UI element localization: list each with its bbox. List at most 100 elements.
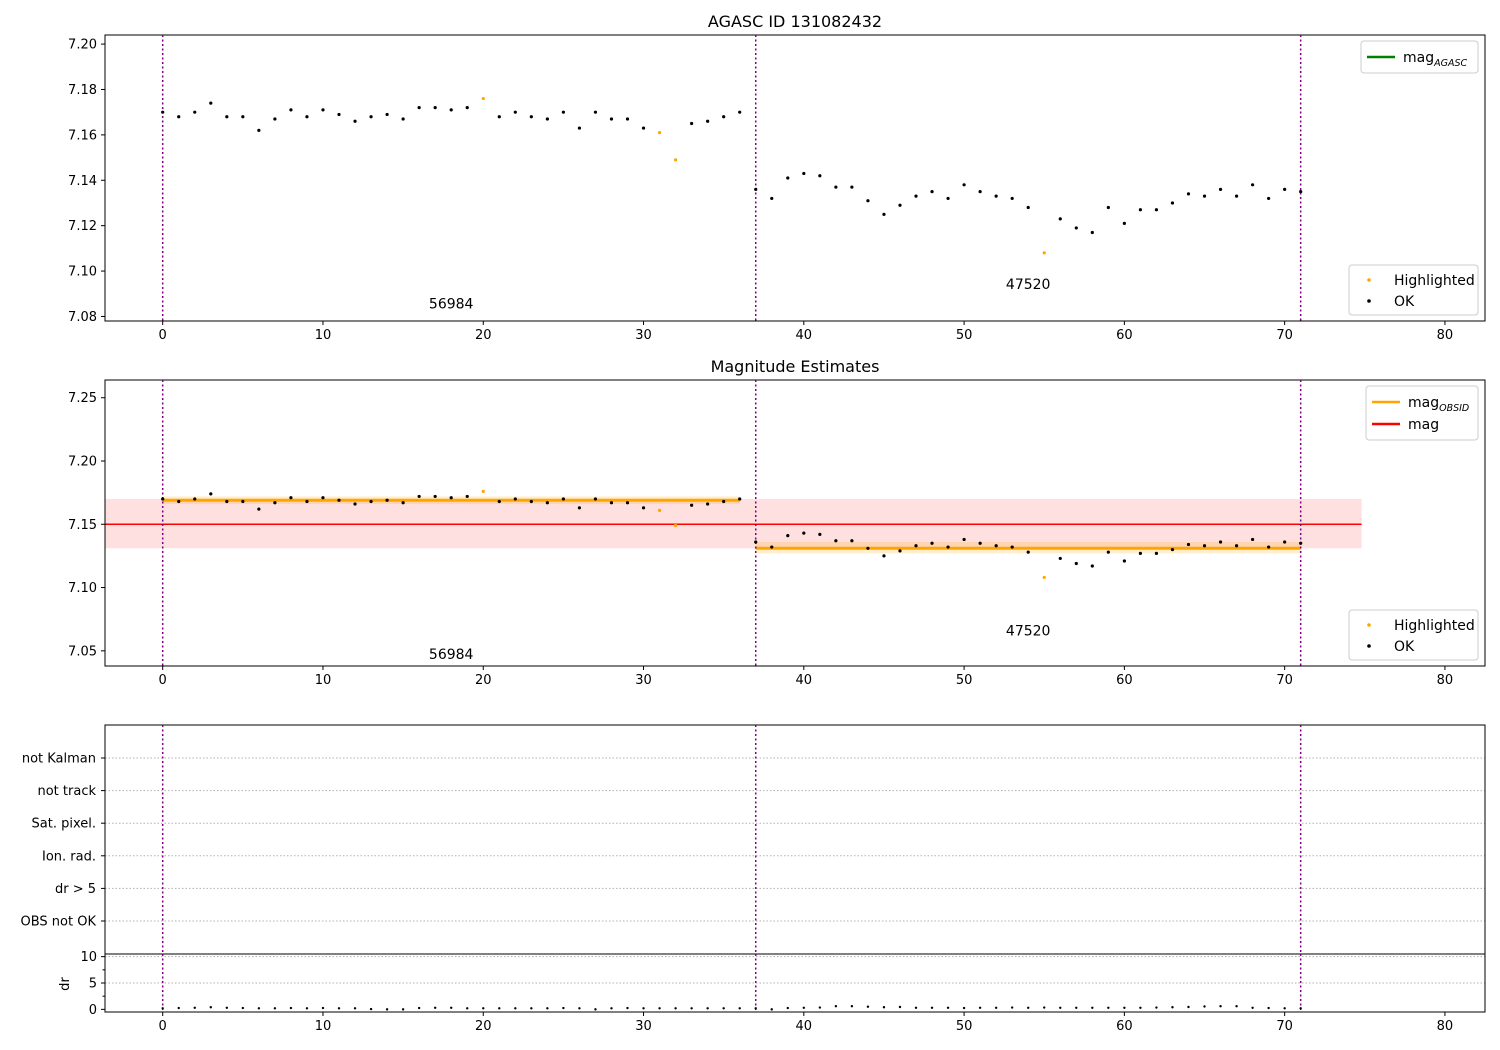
ok-point: [1058, 556, 1062, 561]
ok-point: [545, 117, 549, 121]
dr-point: [610, 1007, 613, 1010]
ok-point: [305, 115, 309, 119]
ok-point: [577, 506, 582, 510]
panel-dr: 0 10 20 30 40 50 60 70 80 0 5 10 dr: [58, 950, 1486, 1034]
y-tick-label: 0: [89, 1003, 97, 1018]
ok-point: [1250, 537, 1255, 542]
dr-point: [802, 1006, 806, 1009]
x-tick-label: 50: [956, 328, 973, 343]
ok-point: [754, 187, 758, 191]
ok-point: [289, 496, 293, 500]
ok-point: [1170, 547, 1175, 552]
ok-point: [241, 115, 245, 119]
ok-point: [1250, 183, 1255, 187]
y-tick-label: 7.20: [68, 38, 97, 53]
dr-point: [834, 1005, 838, 1008]
ok-point: [898, 549, 902, 553]
dr-point: [1187, 1005, 1190, 1009]
ok-point: [770, 196, 774, 201]
y-tick-label: 7.12: [68, 219, 97, 234]
ok-point: [834, 185, 838, 189]
dr-point: [385, 1008, 389, 1011]
ok-point: [225, 499, 229, 504]
ok-point: [593, 497, 598, 501]
ok-point: [1202, 544, 1207, 548]
ok-point: [353, 502, 357, 506]
dr-point: [754, 1007, 757, 1010]
y-tick-label: 5: [89, 977, 97, 992]
ok-point: [866, 546, 870, 550]
y-tick-label: 7.05: [68, 644, 97, 659]
ok-point: [1267, 196, 1271, 201]
ok-point: [738, 497, 742, 501]
ok-point: [722, 115, 726, 119]
ok-point: [401, 501, 405, 505]
ok-point: [1234, 194, 1239, 198]
ok-point: [946, 196, 950, 201]
ok-point: [1267, 545, 1271, 549]
y-tick-label: 7.08: [68, 310, 97, 325]
dr-point: [1171, 1006, 1174, 1009]
legend-box: [1360, 40, 1479, 74]
obsid-annotation: 56984: [429, 647, 474, 663]
ok-point: [786, 176, 790, 180]
y-tick-label: 7.18: [68, 83, 97, 98]
ok-point: [818, 532, 822, 536]
dr-point: [514, 1007, 517, 1010]
ok-point: [1283, 187, 1287, 191]
ok-point: [1186, 192, 1191, 196]
highlighted-point: [673, 158, 678, 162]
dr-point: [898, 1005, 902, 1009]
highlighted-point: [657, 508, 662, 512]
x-tick-label: 0: [159, 673, 167, 688]
dr-point: [273, 1007, 277, 1010]
flag-label: not track: [37, 784, 96, 799]
ok-point: [930, 190, 934, 194]
x-tick-label: 60: [1116, 1019, 1133, 1034]
ok-point: [513, 497, 517, 501]
ok-point: [738, 110, 742, 114]
x-tick-label: 0: [159, 328, 167, 343]
dr-point: [530, 1007, 533, 1010]
ok-point: [978, 190, 982, 194]
highlighted-point: [657, 131, 662, 135]
ok-point: [770, 545, 774, 549]
y-tick-label: 7.16: [68, 128, 97, 143]
ok-point: [497, 499, 501, 504]
flag-label: Sat. pixel.: [32, 817, 96, 832]
dr-point: [1010, 1006, 1014, 1009]
ok-point: [818, 174, 822, 178]
ok-point: [449, 496, 453, 500]
ok-point: [930, 541, 934, 545]
x-tick-label: 30: [635, 1019, 652, 1034]
dr-point: [1059, 1006, 1062, 1009]
x-tick-label: 20: [475, 673, 492, 688]
ok-point: [625, 117, 630, 121]
x-tick-label: 20: [475, 1019, 492, 1034]
ok-point: [609, 501, 614, 505]
ok-point: [593, 110, 598, 114]
ok-point: [289, 108, 293, 112]
ok-point: [834, 539, 838, 543]
ok-point: [193, 110, 197, 114]
ok-point: [898, 203, 902, 207]
dr-point: [177, 1006, 180, 1010]
ok-point: [1106, 550, 1110, 554]
ok-point: [1186, 542, 1191, 547]
ok-point: [962, 537, 966, 542]
ok-point: [946, 545, 950, 549]
dr-point: [1203, 1005, 1206, 1008]
ok-point: [802, 531, 806, 535]
ok-point: [609, 117, 614, 121]
x-tick-label: 10: [315, 328, 332, 343]
ok-point: [385, 112, 389, 117]
ok-point: [1122, 559, 1126, 563]
ok-point: [433, 106, 437, 110]
ok-point: [529, 115, 533, 119]
dr-point: [1283, 1007, 1286, 1010]
ok-point: [786, 534, 790, 538]
x-tick-label: 80: [1437, 1019, 1454, 1034]
dr-point: [193, 1006, 196, 1009]
highlighted-point: [1042, 251, 1046, 255]
